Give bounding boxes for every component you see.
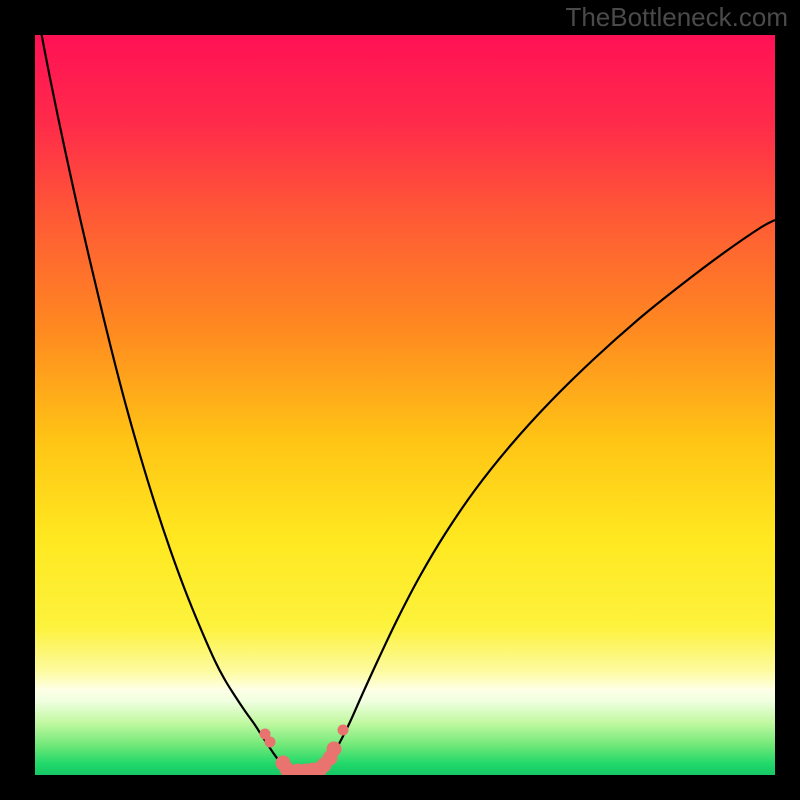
plot-area [35,35,775,775]
chart-root: TheBottleneck.com [0,0,800,800]
data-marker [265,737,276,748]
data-marker [327,742,342,757]
data-marker [338,725,349,736]
chart-svg [0,0,800,800]
watermark-text: TheBottleneck.com [565,2,788,33]
